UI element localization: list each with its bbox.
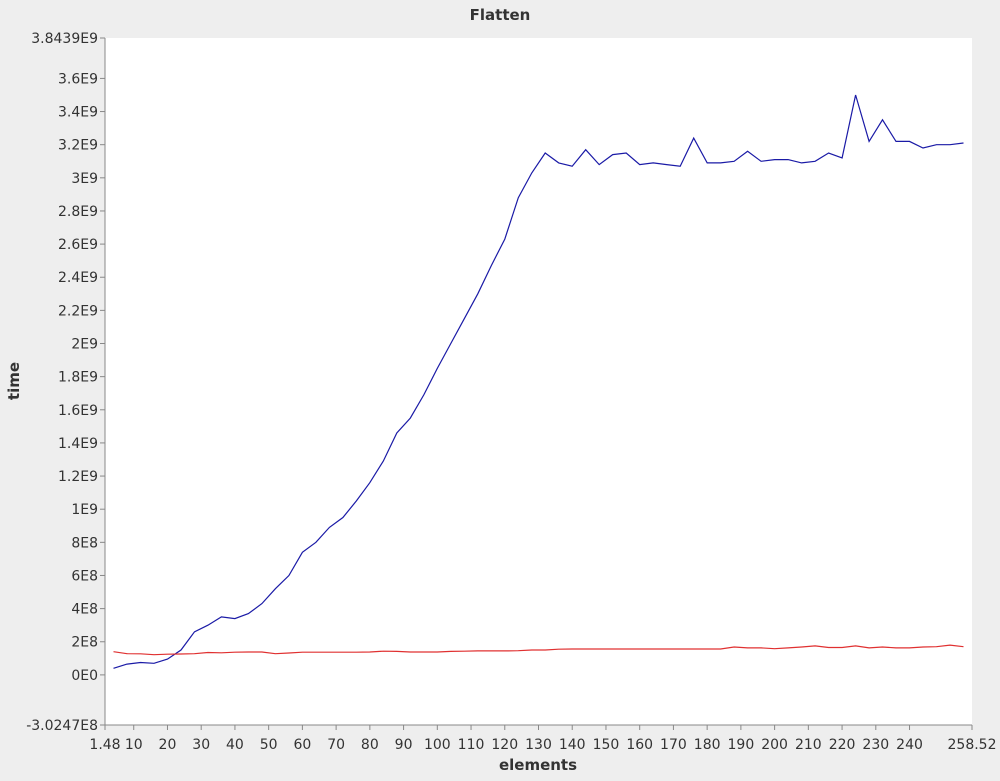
y-tick-label: 2.6E9 (58, 237, 98, 253)
x-axis-ticks: 1.48 10 20 30 40 50 60 70 80 90 100 110 120 130 140 150… (89, 725, 997, 753)
x-tick-label: 30 (192, 737, 210, 753)
x-tick-label: 240 (896, 737, 923, 753)
chart-title: Flatten (470, 6, 531, 24)
x-tick-label: 200 (761, 737, 788, 753)
x-tick-label: 258.52 (948, 737, 997, 753)
x-tick-label: 10 (125, 737, 143, 753)
chart-marks (113, 94, 964, 669)
x-tick-label: 120 (491, 737, 518, 753)
y-tick-label: 1E9 (71, 502, 98, 518)
y-tick-label: 1.4E9 (58, 436, 98, 452)
y-tick-label: 2E8 (71, 635, 98, 651)
y-tick-label: 3.8439E9 (31, 31, 98, 47)
x-tick-label: 190 (728, 737, 755, 753)
y-tick-label: 3E9 (71, 171, 98, 187)
x-tick-label: 100 (424, 737, 451, 753)
y-tick-label: 1.2E9 (58, 469, 98, 485)
plot-area (105, 38, 972, 725)
x-tick-label: 1.48 (89, 737, 120, 753)
series-line-1 (113, 94, 964, 669)
y-tick-label: 6E8 (71, 568, 98, 584)
y-tick-label: 3.2E9 (58, 138, 98, 154)
y-tick-label: 2.4E9 (58, 270, 98, 286)
x-tick-label: 180 (694, 737, 721, 753)
y-tick-label: 3.6E9 (58, 71, 98, 87)
x-tick-label: 130 (525, 737, 552, 753)
y-tick-label: -3.0247E8 (26, 718, 98, 734)
x-tick-label: 60 (293, 737, 311, 753)
y-axis-ticks: -3.0247E8 0E0 2E8 4E8 6E8 8E8 1E9 1.2E9 1.4E9 1.6… (26, 31, 105, 734)
x-tick-label: 140 (559, 737, 586, 753)
x-tick-label: 20 (159, 737, 177, 753)
x-tick-label: 40 (226, 737, 244, 753)
x-tick-label: 220 (829, 737, 856, 753)
y-tick-label: 0E0 (71, 668, 98, 684)
x-tick-label: 170 (660, 737, 687, 753)
y-tick-label: 1.8E9 (58, 370, 98, 386)
y-tick-label: 8E8 (71, 535, 98, 551)
x-tick-label: 110 (458, 737, 485, 753)
x-tick-label: 160 (626, 737, 653, 753)
x-tick-label: 210 (795, 737, 822, 753)
y-tick-label: 1.6E9 (58, 403, 98, 419)
y-tick-label: 2.2E9 (58, 303, 98, 319)
x-axis-label: elements (499, 756, 577, 774)
series-line-2 (113, 644, 964, 656)
y-tick-label: 3.4E9 (58, 105, 98, 121)
x-tick-label: 80 (361, 737, 379, 753)
x-tick-label: 70 (327, 737, 345, 753)
x-tick-label: 90 (395, 737, 413, 753)
y-tick-label: 2.8E9 (58, 204, 98, 220)
x-tick-label: 150 (593, 737, 620, 753)
y-tick-label: 4E8 (71, 602, 98, 618)
y-tick-label: 2E9 (71, 337, 98, 353)
x-tick-label: 230 (862, 737, 889, 753)
x-tick-label: 50 (260, 737, 278, 753)
y-axis-label: time (5, 362, 23, 400)
